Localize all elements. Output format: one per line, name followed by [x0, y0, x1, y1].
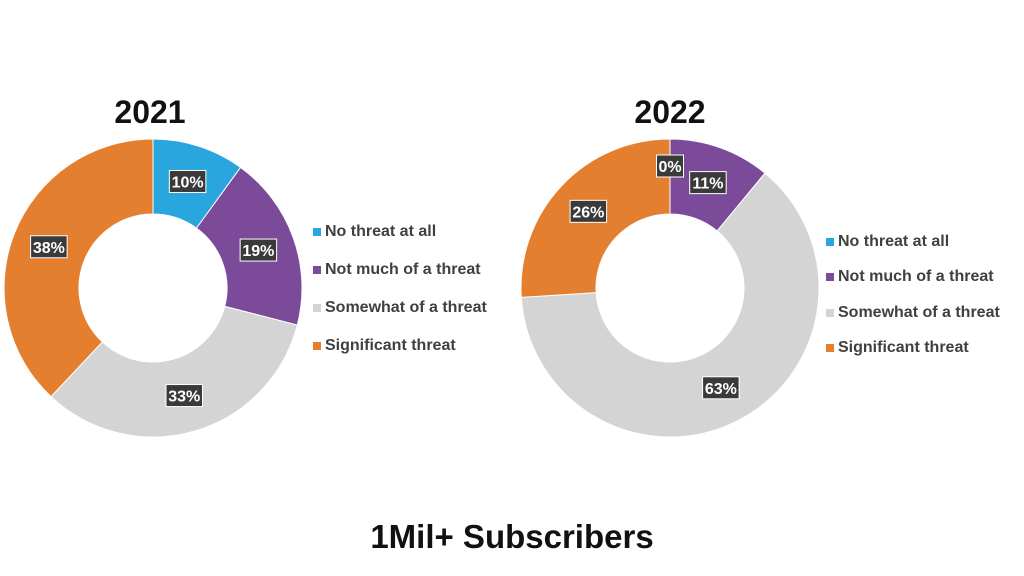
legend-item-somewhat: Somewhat of a threat: [826, 295, 1000, 331]
legend-item-not-much: Not much of a threat: [313, 251, 487, 289]
data-label-2021-no-threat: 10%: [168, 169, 207, 193]
legend-swatch-no-threat: [313, 228, 321, 236]
data-label-text: 33%: [168, 389, 200, 406]
legend-swatch-somewhat: [313, 304, 321, 312]
legend-item-significant: Significant threat: [826, 331, 1000, 367]
legend-swatch-no-threat: [826, 237, 834, 246]
slice-2021-significant: [3, 138, 154, 398]
data-label-text: 10%: [172, 174, 204, 191]
data-label-2021-not-much: 19%: [239, 238, 278, 262]
legend-item-no-threat: No threat at all: [313, 213, 487, 251]
data-label-text: 11%: [692, 176, 723, 193]
slice-2021-somewhat: [50, 305, 298, 438]
legend-item-somewhat: Somewhat of a threat: [313, 289, 487, 327]
data-label-text: 0%: [658, 159, 681, 176]
data-label-2022-not-much: 11%: [689, 171, 727, 195]
legend-swatch-significant: [826, 344, 834, 353]
data-label-2022-somewhat: 63%: [702, 376, 740, 400]
legend-label: Somewhat of a threat: [325, 299, 487, 316]
legend-label: Significant threat: [838, 339, 969, 357]
legend-2022: No threat at all Not much of a threat So…: [826, 224, 1000, 366]
chart-title-2021: 2021: [114, 94, 186, 130]
slice-2022-somewhat: [520, 172, 820, 438]
data-label-2021-somewhat: 33%: [165, 384, 203, 408]
data-label-text: 19%: [242, 243, 274, 260]
legend-label: Not much of a threat: [325, 261, 481, 278]
data-label-2021-significant: 38%: [30, 235, 68, 259]
legend-label: Somewhat of a threat: [838, 303, 1000, 321]
legend-swatch-not-much: [313, 266, 321, 274]
legend-item-not-much: Not much of a threat: [826, 260, 1000, 296]
legend-2021: No threat at all Not much of a threat So…: [313, 213, 487, 365]
data-label-2022-no-threat: 0%: [656, 154, 684, 178]
legend-item-significant: Significant threat: [313, 327, 487, 365]
data-label-text: 38%: [33, 240, 65, 257]
chart-title-2022: 2022: [634, 94, 706, 130]
legend-label: Significant threat: [325, 337, 456, 354]
legend-swatch-significant: [313, 342, 321, 350]
legend-swatch-somewhat: [826, 308, 834, 317]
legend-label: No threat at all: [838, 232, 950, 250]
footer-title: 1Mil+ Subscribers: [370, 518, 654, 555]
legend-swatch-not-much: [826, 273, 834, 282]
legend-label: No threat at all: [325, 223, 437, 240]
legend-item-no-threat: No threat at all: [826, 224, 1000, 260]
data-label-text: 63%: [705, 381, 737, 398]
legend-label: Not much of a threat: [838, 268, 994, 286]
data-label-2022-significant: 26%: [569, 199, 608, 223]
data-label-text: 26%: [572, 204, 604, 221]
